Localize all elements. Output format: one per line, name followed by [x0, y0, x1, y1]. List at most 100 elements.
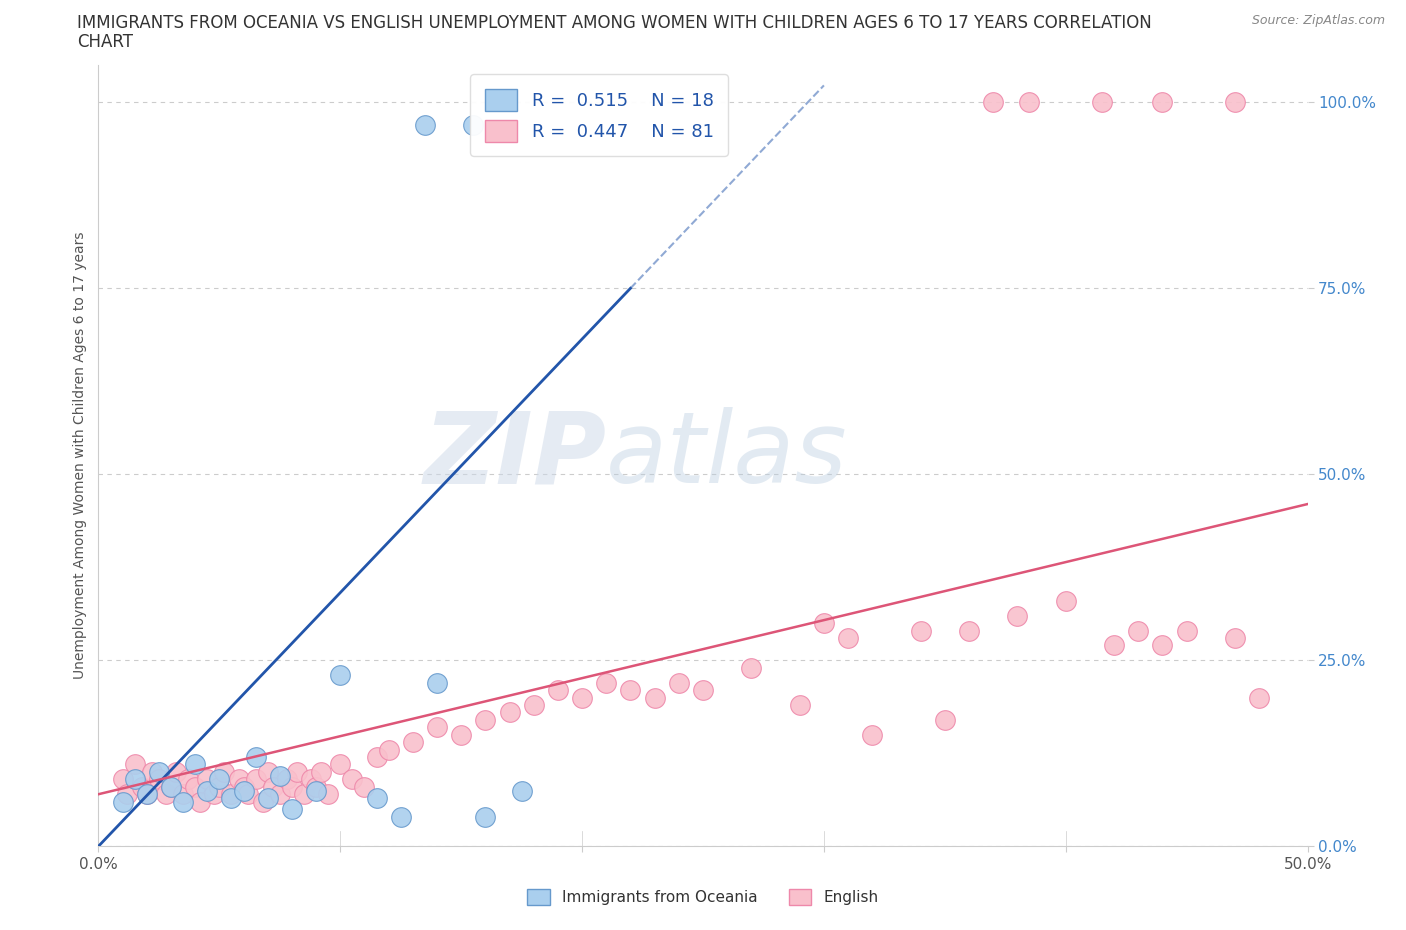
Point [165, 764, 187, 779]
Point [292, 787, 315, 802]
Point [668, 675, 690, 690]
Text: atlas: atlas [606, 407, 848, 504]
Text: Source: ZipAtlas.com: Source: ZipAtlas.com [1251, 14, 1385, 27]
Point [413, 117, 436, 132]
Point [208, 772, 231, 787]
Point [281, 779, 304, 794]
Point [1152, 638, 1174, 653]
Point [934, 712, 956, 727]
Point [498, 705, 520, 720]
Point [402, 735, 425, 750]
Point [160, 779, 183, 794]
Point [124, 757, 146, 772]
Point [141, 764, 163, 779]
Point [252, 794, 274, 809]
Point [155, 787, 177, 802]
Point [619, 683, 641, 698]
Point [366, 790, 388, 805]
Point [523, 698, 546, 712]
Point [148, 764, 170, 779]
Point [135, 787, 157, 802]
Point [135, 787, 157, 802]
Point [131, 779, 153, 794]
Point [238, 787, 260, 802]
Point [571, 690, 593, 705]
Point [177, 772, 200, 787]
Point [510, 783, 533, 798]
Point [329, 668, 352, 683]
Point [221, 787, 243, 802]
Point [245, 750, 267, 764]
Point [474, 712, 496, 727]
Point [148, 772, 170, 787]
Point [195, 772, 218, 787]
Point [813, 616, 835, 631]
Point [281, 802, 304, 817]
Point [1175, 623, 1198, 638]
Point [124, 772, 146, 787]
Point [1152, 95, 1174, 110]
Point [910, 623, 932, 638]
Point [1091, 95, 1114, 110]
Point [172, 794, 194, 809]
Point [309, 764, 332, 779]
Point [232, 779, 254, 794]
Point [547, 683, 569, 698]
Point [208, 779, 231, 794]
Point [644, 690, 666, 705]
Point [195, 783, 218, 798]
Point [342, 772, 364, 787]
Point [269, 787, 291, 802]
Legend: Immigrants from Oceania, English: Immigrants from Oceania, English [520, 882, 886, 913]
Point [837, 631, 859, 645]
Point [692, 683, 714, 698]
Y-axis label: Unemployment Among Women with Children Ages 6 to 17 years: Unemployment Among Women with Children A… [73, 232, 87, 680]
Point [474, 809, 496, 824]
Point [981, 95, 1004, 110]
Point [305, 783, 328, 798]
Point [1102, 638, 1125, 653]
Point [450, 727, 472, 742]
Point [1249, 690, 1271, 705]
Point [957, 623, 980, 638]
Point [117, 787, 139, 802]
Point [463, 117, 485, 132]
Text: CHART: CHART [77, 33, 134, 50]
Point [285, 764, 308, 779]
Point [329, 757, 352, 772]
Point [262, 779, 284, 794]
Point [172, 787, 194, 802]
Point [111, 772, 134, 787]
Point [353, 779, 375, 794]
Point [1018, 95, 1040, 110]
Legend: R =  0.515    N = 18, R =  0.447    N = 81: R = 0.515 N = 18, R = 0.447 N = 81 [470, 74, 728, 156]
Point [595, 675, 617, 690]
Point [245, 772, 267, 787]
Text: ZIP: ZIP [423, 407, 606, 504]
Point [740, 660, 762, 675]
Point [160, 779, 183, 794]
Point [1223, 95, 1246, 110]
Point [188, 794, 211, 809]
Point [276, 772, 298, 787]
Point [1128, 623, 1150, 638]
Point [377, 742, 399, 757]
Point [305, 779, 328, 794]
Point [184, 757, 207, 772]
Point [269, 768, 291, 783]
Point [204, 787, 226, 802]
Point [256, 764, 278, 779]
Point [228, 772, 250, 787]
Point [366, 750, 388, 764]
Point [389, 809, 412, 824]
Point [1223, 631, 1246, 645]
Point [426, 675, 449, 690]
Point [221, 790, 243, 805]
Point [1007, 608, 1029, 623]
Point [212, 764, 235, 779]
Point [789, 698, 811, 712]
Point [316, 787, 339, 802]
Point [1054, 593, 1077, 608]
Text: IMMIGRANTS FROM OCEANIA VS ENGLISH UNEMPLOYMENT AMONG WOMEN WITH CHILDREN AGES 6: IMMIGRANTS FROM OCEANIA VS ENGLISH UNEMP… [77, 14, 1152, 32]
Point [184, 779, 207, 794]
